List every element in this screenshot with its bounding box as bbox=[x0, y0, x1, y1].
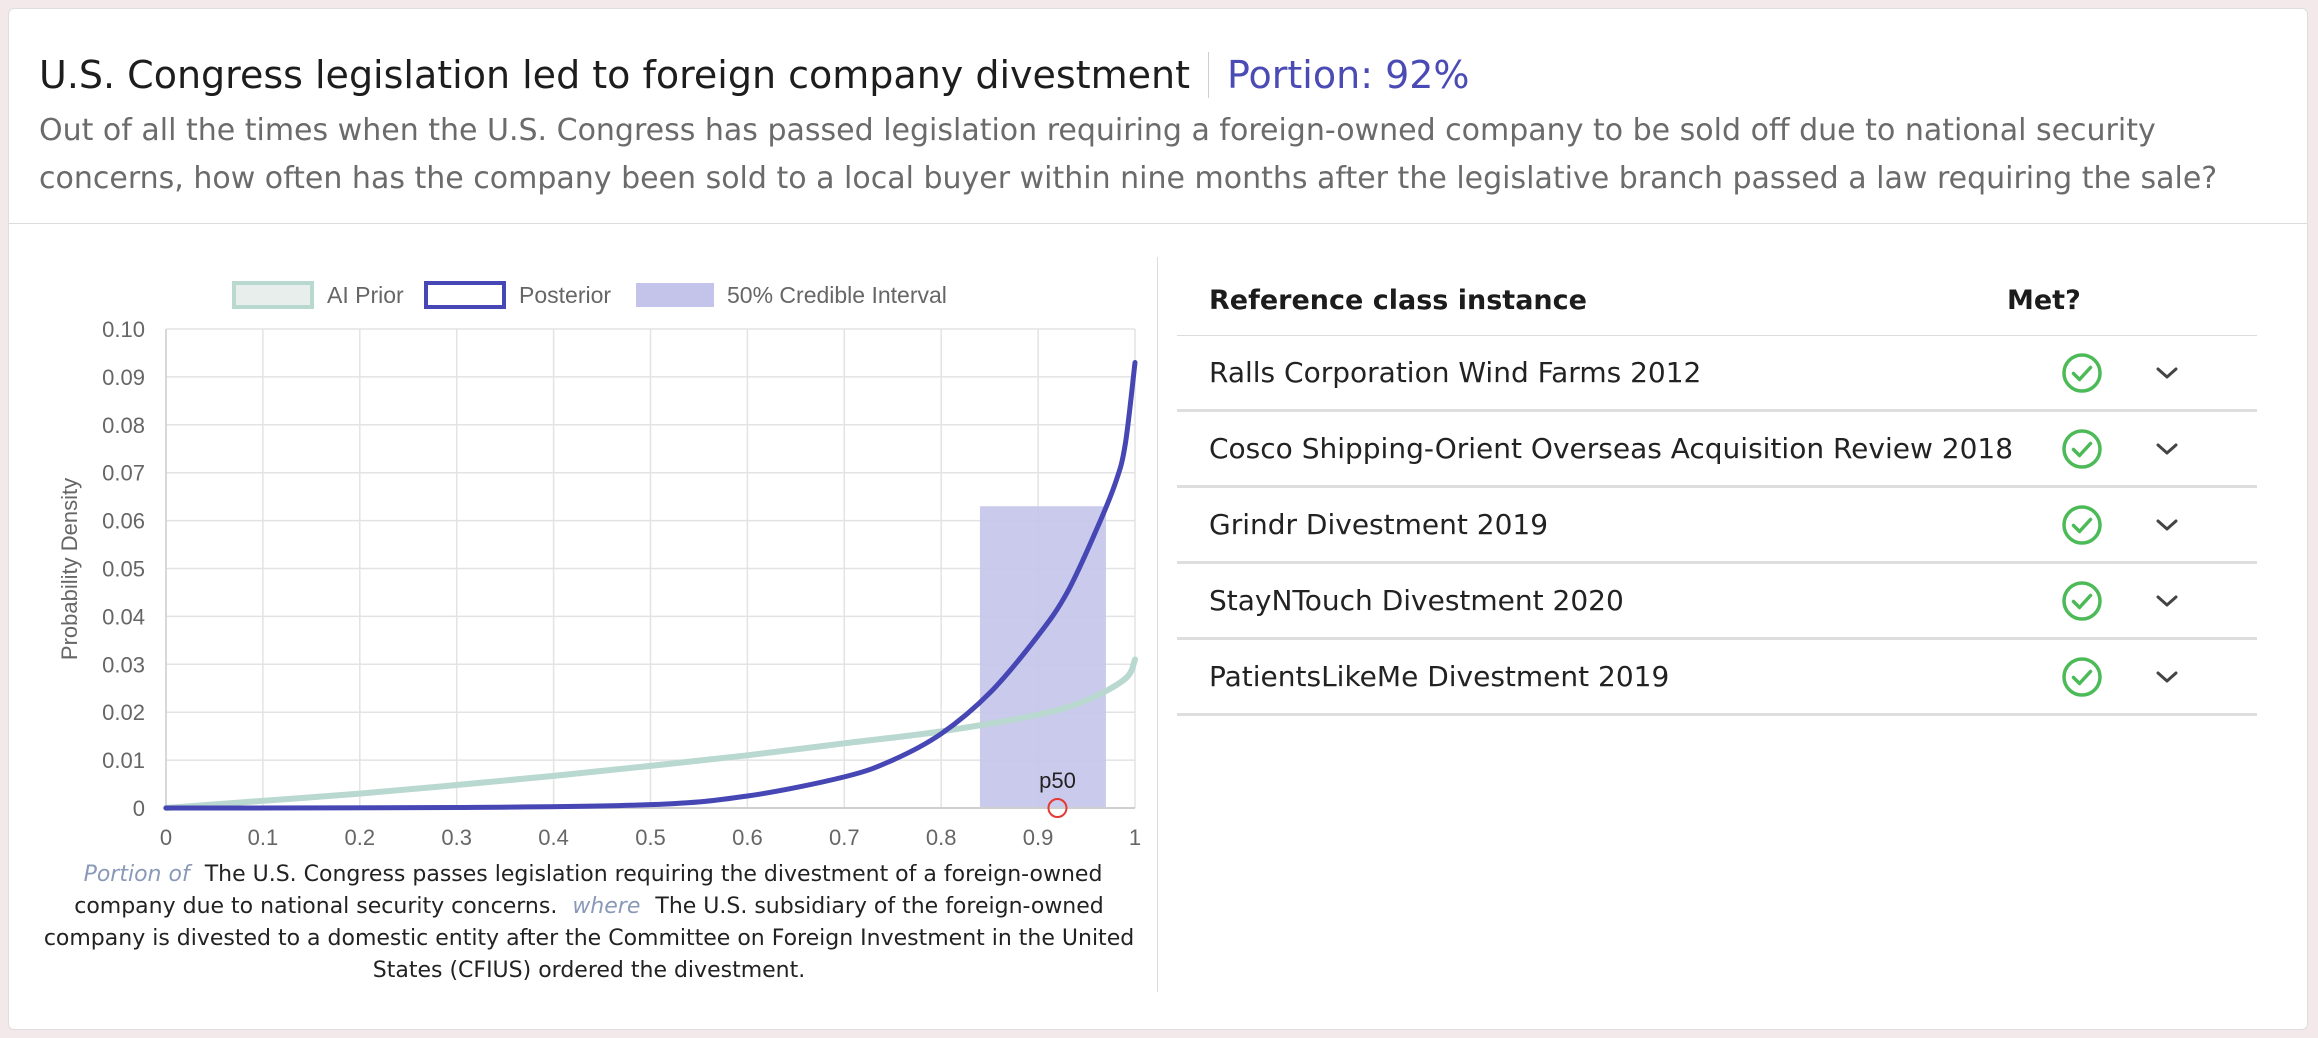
y-tick-label: 0 bbox=[133, 796, 145, 821]
legend-prior-label: AI Prior bbox=[327, 282, 404, 308]
where-label: where bbox=[572, 894, 641, 919]
chevron-down-icon[interactable] bbox=[2137, 591, 2197, 611]
chevron-down-icon[interactable] bbox=[2137, 667, 2197, 687]
x-tick-label: 0.2 bbox=[345, 825, 376, 850]
instance-name: Ralls Corporation Wind Farms 2012 bbox=[1209, 356, 1702, 389]
portion-value: Portion: 92% bbox=[1226, 53, 1470, 97]
legend-interval-swatch bbox=[636, 283, 714, 307]
y-tick-label: 0.02 bbox=[102, 700, 145, 725]
portion-of-label: Portion of bbox=[83, 862, 190, 887]
question-text: Out of all the times when the U.S. Congr… bbox=[39, 113, 2218, 196]
p50-marker bbox=[1047, 798, 1068, 818]
x-tick-label: 0.8 bbox=[926, 825, 957, 850]
title-divider bbox=[1207, 52, 1209, 98]
reference-class-table: Reference class instance Met? Ralls Corp… bbox=[1177, 265, 2257, 716]
prior-series-line bbox=[163, 656, 1138, 811]
x-tick-label: 0 bbox=[160, 825, 172, 850]
legend-posterior-swatch bbox=[424, 281, 506, 309]
header-divider bbox=[9, 223, 2307, 224]
legend-interval-label: 50% Credible Interval bbox=[727, 282, 947, 308]
where-text: The U.S. subsidiary of the foreign-owned… bbox=[43, 894, 1135, 983]
y-tick-label: 0.04 bbox=[102, 604, 145, 629]
column-header-instance: Reference class instance bbox=[1209, 284, 1587, 316]
table-row[interactable]: StayNTouch Divestment 2020 bbox=[1177, 564, 2257, 640]
x-tick-label: 0.9 bbox=[1023, 825, 1054, 850]
x-tick-label: 1 bbox=[1129, 825, 1141, 850]
x-tick-label: 0.3 bbox=[441, 825, 472, 850]
y-tick-label: 0.08 bbox=[102, 413, 145, 438]
distribution-chart: 0 0.1 0.2 0.3 0.4 0.5 0.6 0.7 0.8 0.9 1 0 0.01 0.02 0.… bbox=[57, 281, 1141, 850]
forecast-card: U.S. Congress legislation led to foreign… bbox=[8, 8, 2308, 1030]
check-circle-icon bbox=[2027, 352, 2137, 394]
y-tick-label: 0.05 bbox=[102, 557, 145, 582]
x-tick-label: 0.1 bbox=[248, 825, 279, 850]
column-header-met: Met? bbox=[2007, 284, 2081, 316]
check-circle-icon bbox=[2027, 428, 2137, 470]
table-row[interactable]: Ralls Corporation Wind Farms 2012 bbox=[1177, 336, 2257, 412]
x-tick-label: 0.7 bbox=[829, 825, 860, 850]
chevron-down-icon[interactable] bbox=[2137, 439, 2197, 459]
table-row[interactable]: PatientsLikeMe Divestment 2019 bbox=[1177, 640, 2257, 716]
p50-label: p50 bbox=[1039, 768, 1076, 793]
chart-caption: Portion of The U.S. Congress passes legi… bbox=[39, 859, 1139, 987]
instance-name: PatientsLikeMe Divestment 2019 bbox=[1209, 660, 1670, 693]
instance-name: Cosco Shipping-Orient Overseas Acquisiti… bbox=[1209, 432, 2014, 465]
legend-prior-swatch bbox=[232, 281, 314, 309]
table-row[interactable]: Cosco Shipping-Orient Overseas Acquisiti… bbox=[1177, 412, 2257, 488]
y-tick-label: 0.09 bbox=[102, 365, 145, 390]
panel-divider bbox=[1157, 257, 1158, 992]
table-header: Reference class instance Met? bbox=[1177, 265, 2257, 336]
chevron-down-icon[interactable] bbox=[2137, 363, 2197, 383]
y-tick-label: 0.03 bbox=[102, 652, 145, 677]
check-circle-icon bbox=[2027, 656, 2137, 698]
check-circle-icon bbox=[2027, 504, 2137, 546]
header: U.S. Congress legislation led to foreign… bbox=[39, 45, 2279, 203]
check-circle-icon bbox=[2027, 580, 2137, 622]
instance-name: Grindr Divestment 2019 bbox=[1209, 508, 1549, 541]
title-row: U.S. Congress legislation led to foreign… bbox=[39, 45, 2279, 105]
x-tick-label: 0.4 bbox=[538, 825, 569, 850]
table-row[interactable]: Grindr Divestment 2019 bbox=[1177, 488, 2257, 564]
instance-name: StayNTouch Divestment 2020 bbox=[1209, 584, 1624, 617]
y-tick-label: 0.07 bbox=[102, 461, 145, 486]
posterior-series-line bbox=[163, 360, 1138, 811]
x-tick-label: 0.6 bbox=[732, 825, 763, 850]
table-body: Ralls Corporation Wind Farms 2012 Cosco S… bbox=[1177, 336, 2257, 716]
chevron-down-icon[interactable] bbox=[2137, 515, 2197, 535]
y-tick-label: 0.10 bbox=[102, 317, 145, 342]
y-tick-label: 0.01 bbox=[102, 748, 145, 773]
portion-of-text: The U.S. Congress passes legislation req… bbox=[74, 862, 1103, 919]
legend-posterior-label: Posterior bbox=[519, 282, 611, 308]
page-title: U.S. Congress legislation led to foreign… bbox=[39, 53, 1190, 97]
x-tick-label: 0.5 bbox=[635, 825, 666, 850]
y-tick-label: 0.06 bbox=[102, 509, 145, 534]
y-axis-title: Probability Density bbox=[57, 478, 82, 660]
